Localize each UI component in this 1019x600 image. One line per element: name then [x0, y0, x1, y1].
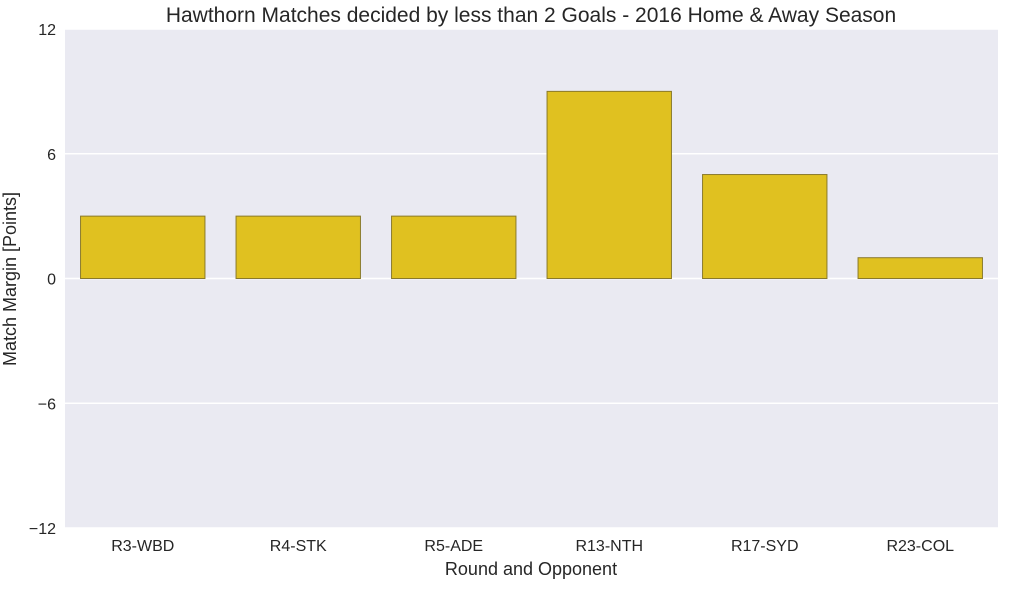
gridlines	[65, 28, 998, 529]
bars	[80, 90, 983, 280]
x-tick-label: R4-STK	[270, 538, 327, 555]
bar-r5-ade	[391, 215, 517, 279]
y-tick-label: 0	[47, 272, 56, 289]
x-tick-label: R23-COL	[886, 538, 954, 555]
y-tick-label: −6	[38, 396, 56, 413]
x-tick-labels: R3-WBD R4-STK R5-ADE R13-NTH R17-SYD R23-COL	[111, 538, 954, 555]
x-tick-label: R5-ADE	[424, 538, 483, 555]
y-tick-labels: 12 6 0 −6 −12	[29, 22, 56, 538]
bar-r4-stk	[235, 215, 361, 279]
x-axis-label: Round and Opponent	[445, 559, 617, 579]
x-tick-label: R13-NTH	[575, 538, 643, 555]
y-tick-label: −12	[29, 521, 56, 538]
bar-r13-nth	[546, 90, 672, 279]
bar-r3-wbd	[80, 215, 206, 279]
y-tick-label: 6	[47, 147, 56, 164]
y-tick-label: 12	[38, 22, 56, 39]
bar-r23-col	[857, 257, 983, 280]
x-tick-label: R17-SYD	[731, 538, 799, 555]
bar-r17-syd	[702, 174, 828, 280]
x-tick-label: R3-WBD	[111, 538, 174, 555]
chart-title: Hawthorn Matches decided by less than 2 …	[166, 4, 896, 27]
y-axis-label: Match Margin [Points]	[0, 192, 20, 366]
